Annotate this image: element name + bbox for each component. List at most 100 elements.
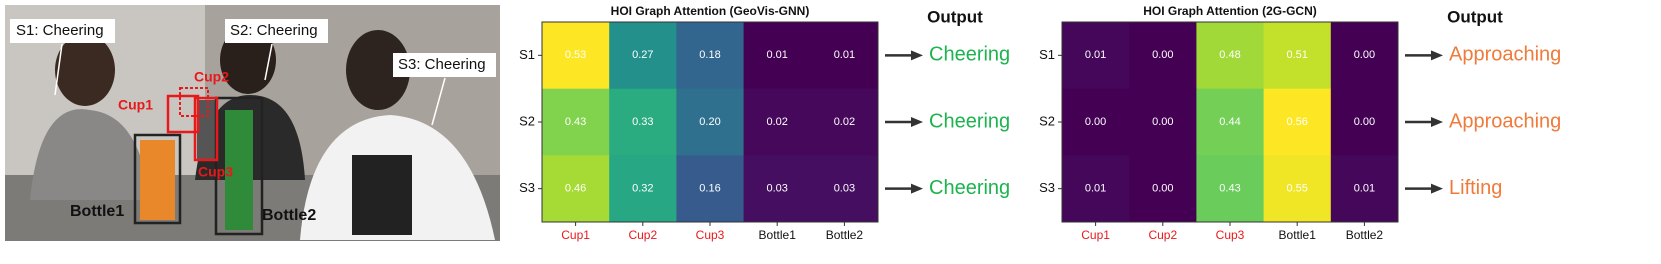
x-tick-label: Cup2 bbox=[628, 228, 657, 242]
cell-label: 0.00 bbox=[1152, 49, 1173, 61]
x-tick-label: Bottle2 bbox=[1346, 228, 1384, 242]
heat-cell bbox=[1129, 22, 1197, 90]
x-tick-label: Cup2 bbox=[1148, 228, 1177, 242]
cell-label: 0.03 bbox=[766, 183, 787, 195]
cell-label: 0.01 bbox=[834, 49, 855, 61]
label-box bbox=[225, 19, 328, 43]
cell-label: 0.00 bbox=[1085, 116, 1106, 128]
cell-label: 0.55 bbox=[1286, 183, 1307, 195]
subject-label: S2: Cheering bbox=[230, 22, 318, 39]
cell-label: 0.43 bbox=[565, 116, 586, 128]
heat-cell bbox=[810, 155, 879, 223]
x-tick-label: Bottle1 bbox=[1279, 228, 1317, 242]
object-label: Cup1 bbox=[118, 97, 153, 113]
cell-label: 0.00 bbox=[1354, 116, 1375, 128]
output-label: Approaching bbox=[1449, 110, 1561, 132]
heat-cell bbox=[1196, 155, 1265, 223]
object-label: Bottle1 bbox=[70, 203, 124, 220]
output-label: Approaching bbox=[1449, 44, 1561, 66]
heat-cell bbox=[1196, 22, 1265, 90]
box bbox=[214, 96, 264, 236]
y-tick-label: S1 bbox=[519, 47, 535, 62]
output-label: Lifting bbox=[1449, 177, 1502, 199]
heat-cell bbox=[1263, 22, 1332, 90]
heat-cell bbox=[1330, 22, 1399, 90]
cell-label: 0.00 bbox=[1152, 183, 1173, 195]
object-label: Cup2 bbox=[194, 69, 229, 85]
heat-cell bbox=[743, 22, 812, 90]
heat-cell bbox=[1062, 155, 1130, 223]
heat-cell bbox=[1129, 155, 1197, 223]
box bbox=[133, 133, 182, 225]
arrow-head bbox=[911, 50, 923, 61]
x-tick-label: Bottle2 bbox=[826, 228, 864, 242]
heat-cell bbox=[676, 22, 745, 90]
x-tick-label: Bottle1 bbox=[759, 228, 797, 242]
x-tick-label: Cup3 bbox=[1216, 228, 1245, 242]
cell-label: 0.18 bbox=[699, 49, 720, 61]
heat-cell bbox=[609, 155, 677, 223]
cell-label: 0.43 bbox=[1219, 183, 1240, 195]
cell-label: 0.53 bbox=[565, 49, 586, 61]
cell-label: 0.56 bbox=[1286, 116, 1307, 128]
cell-label: 0.48 bbox=[1219, 49, 1240, 61]
subject-label: S1: Cheering bbox=[16, 22, 104, 39]
output-label: Cheering bbox=[929, 44, 1010, 66]
output-label: Cheering bbox=[929, 177, 1010, 199]
x-tick-label: Cup1 bbox=[561, 228, 590, 242]
cell-label: 0.33 bbox=[632, 116, 653, 128]
x-tick-label: Cup1 bbox=[1081, 228, 1110, 242]
cell-label: 0.51 bbox=[1286, 49, 1307, 61]
pointer bbox=[431, 77, 446, 126]
label-box bbox=[393, 53, 496, 77]
heat-cell bbox=[1330, 155, 1399, 223]
heat-cell bbox=[1263, 88, 1332, 156]
y-tick-label: S2 bbox=[519, 113, 535, 128]
cell-label: 0.01 bbox=[1354, 183, 1375, 195]
shirt-print bbox=[352, 155, 412, 235]
heat-cell bbox=[810, 88, 879, 156]
heat-cell bbox=[743, 88, 812, 156]
pointer bbox=[54, 43, 63, 96]
y-tick-label: S2 bbox=[1039, 113, 1055, 128]
heat-cell bbox=[1330, 88, 1399, 156]
head bbox=[346, 30, 410, 110]
box bbox=[193, 96, 219, 162]
y-tick-label: S1 bbox=[1039, 47, 1055, 62]
heat-cell bbox=[609, 22, 677, 90]
cell-label: 0.00 bbox=[1152, 116, 1173, 128]
subject-label: S3: Cheering bbox=[398, 56, 486, 73]
output-title: Output bbox=[1447, 7, 1503, 26]
cell-label: 0.00 bbox=[1354, 49, 1375, 61]
y-tick-label: S3 bbox=[519, 180, 535, 195]
output-title: Output bbox=[927, 7, 983, 26]
chart-title: HOI Graph Attention (GeoVis-GNN) bbox=[611, 4, 810, 18]
arrow-head bbox=[911, 117, 923, 127]
cell-label: 0.44 bbox=[1219, 116, 1240, 128]
arrow-head bbox=[1431, 50, 1443, 61]
head bbox=[55, 34, 115, 106]
cup bbox=[197, 100, 215, 160]
heat-cell bbox=[1062, 88, 1130, 156]
cell-label: 0.27 bbox=[632, 49, 653, 61]
arrow-head bbox=[1431, 117, 1443, 127]
heat-cell bbox=[1196, 88, 1265, 156]
arrow-head bbox=[911, 183, 923, 194]
cell-label: 0.01 bbox=[1085, 49, 1106, 61]
heat-cell bbox=[542, 88, 610, 156]
cell-label: 0.02 bbox=[766, 116, 787, 128]
object-label: Cup3 bbox=[198, 164, 233, 180]
output-label: Cheering bbox=[929, 110, 1010, 132]
cell-label: 0.01 bbox=[1085, 183, 1106, 195]
box bbox=[166, 94, 200, 134]
cell-label: 0.46 bbox=[565, 183, 586, 195]
cell-label: 0.01 bbox=[766, 49, 787, 61]
heat-cell bbox=[1263, 155, 1332, 223]
heat-cell bbox=[743, 155, 812, 223]
x-tick-label: Cup3 bbox=[696, 228, 725, 242]
y-tick-label: S3 bbox=[1039, 180, 1055, 195]
label-box bbox=[10, 19, 115, 43]
cell-label: 0.16 bbox=[699, 183, 720, 195]
heat-cell bbox=[1129, 88, 1197, 156]
